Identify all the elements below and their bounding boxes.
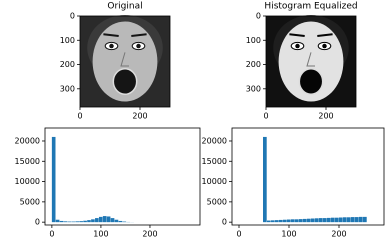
bar [327,218,331,222]
y-tick-label: 0 [222,218,227,227]
axes-frame [232,128,384,225]
bar [319,218,323,222]
bar [283,220,287,222]
bar [56,220,60,222]
bar [355,217,359,222]
y-tick-label: 0 [256,12,261,21]
pupil [109,44,114,49]
y-tick-label: 20000 [15,136,40,145]
mouth [299,69,322,94]
x-tick-label: 0 [77,112,82,121]
bar [295,219,299,222]
bar [52,137,56,222]
bar [107,216,111,222]
x-tick-label: 0 [236,230,241,239]
y-tick-label: 15000 [15,157,40,166]
bar [103,216,107,222]
bar [363,217,367,222]
bar [115,220,119,222]
histogram-panel: 0 100 200 0 5000 10000 15000 20000 [15,128,200,239]
y-tick-label: 300 [246,84,261,93]
bar [275,220,279,222]
bar [99,217,103,222]
bar [123,222,127,223]
bar [303,219,307,222]
figure: Original 0 200 0 100 200 300 Histogram Equalize… [0,0,386,242]
bar [91,219,95,222]
x-tick-label: 200 [132,112,147,121]
y-tick-label: 5000 [207,197,227,206]
bar [307,219,311,222]
bar [83,221,87,222]
bar [60,221,64,222]
bar [287,220,291,223]
bar [347,217,351,222]
bar [331,218,335,222]
x-tick-label: 200 [331,230,346,239]
x-tick-label: 200 [318,112,333,121]
y-tick-label: 200 [60,60,75,69]
bar [111,218,115,222]
x-tick-label: 0 [49,230,54,239]
bar [263,137,267,222]
bar [339,217,343,222]
bar [323,218,327,222]
axes-frame [45,128,200,225]
bar [311,219,315,223]
y-tick-label: 0 [35,218,40,227]
bar [75,221,79,222]
bar [315,218,319,222]
pupil [295,44,300,49]
chart-title: Histogram Equalized [264,2,357,12]
x-tick-label: 100 [281,230,296,239]
image-panel: Original 0 200 0 100 200 300 [60,2,170,121]
bar [79,221,83,222]
y-tick-label: 0 [70,12,75,21]
y-tick-label: 5000 [20,197,40,206]
bar [271,220,275,222]
y-tick-label: 10000 [202,177,227,186]
bar [299,219,303,222]
bar [343,217,347,222]
histogram-panel: 0 100 200 0 5000 10000 15000 20000 [202,128,384,239]
bar [87,220,91,222]
y-tick-label: 100 [60,36,75,45]
y-tick-label: 200 [246,60,261,69]
pupil [322,44,327,49]
y-tick-label: 300 [60,84,75,93]
bar [119,221,123,222]
x-tick-label: 100 [93,230,108,239]
bar [95,218,99,222]
y-tick-label: 10000 [15,177,40,186]
y-tick-label: 15000 [202,157,227,166]
x-tick-label: 0 [263,112,268,121]
bar [351,217,355,222]
bar [71,222,75,223]
bar [64,221,68,222]
y-tick-label: 20000 [202,136,227,145]
bar [279,220,283,222]
bar [267,221,271,223]
bar [335,218,339,222]
x-tick-label: 200 [142,230,157,239]
mouth [113,69,136,94]
y-tick-label: 100 [246,36,261,45]
bar [68,222,72,223]
bar [291,219,295,222]
bar [359,217,363,222]
pupil [136,44,141,49]
chart-title: Original [107,2,142,12]
